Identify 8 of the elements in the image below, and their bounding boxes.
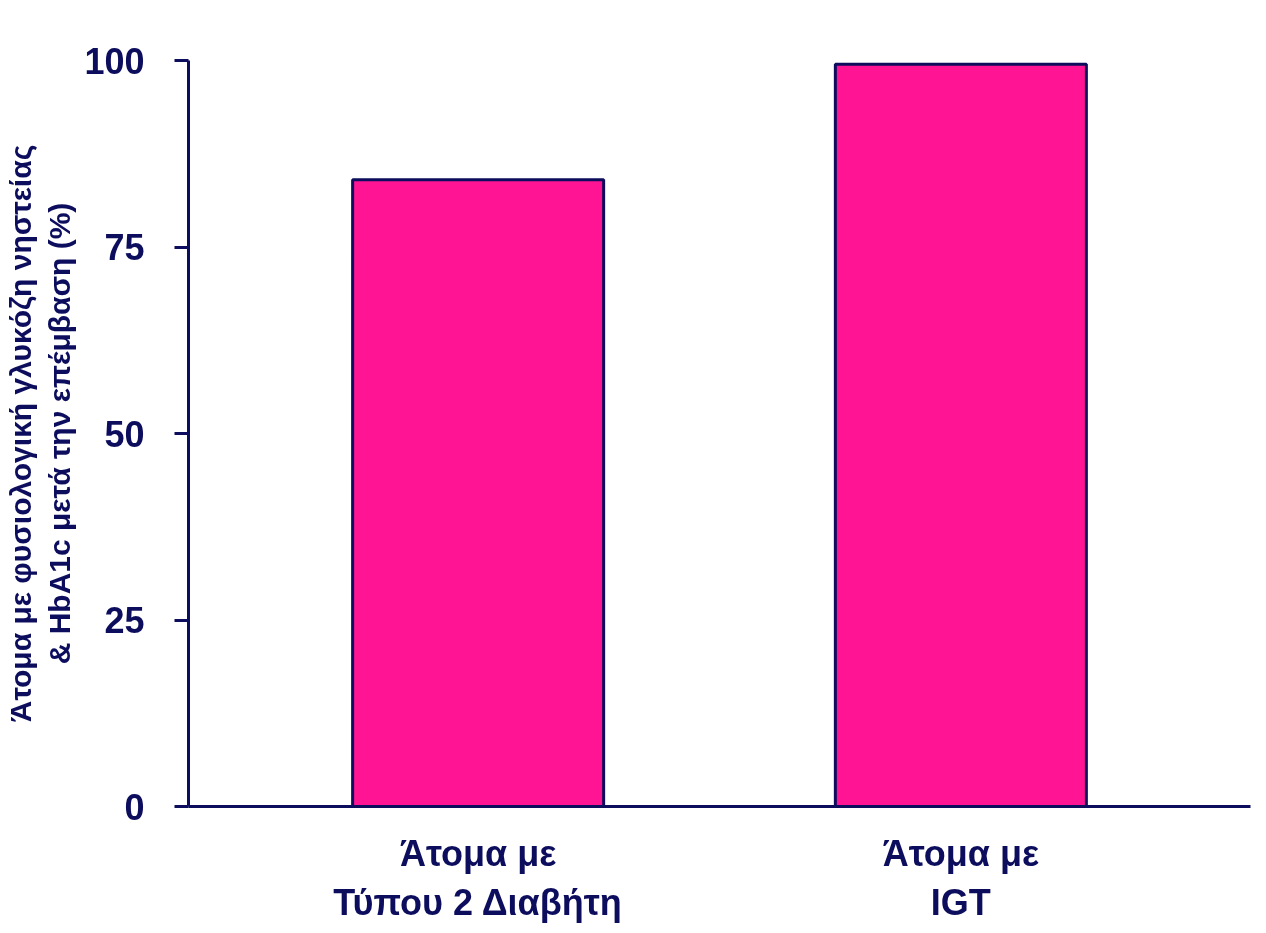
y-axis-title: Άτομα με φυσιολογική γλυκόζη νηστείας & HbA1c μετά την επέμβαση (%) xyxy=(3,144,77,723)
y-tick-label: 0 xyxy=(124,786,145,828)
y-tick-label: 50 xyxy=(104,413,145,455)
x-tick-label: Άτομα με IGT xyxy=(882,832,1040,923)
y-tick-label: 75 xyxy=(104,227,145,268)
y-tick-label: 100 xyxy=(84,40,145,82)
x-tick-label: Άτομα με Τύπου 2 Διαβήτη xyxy=(333,832,622,923)
y-tick-label: 25 xyxy=(104,600,145,641)
